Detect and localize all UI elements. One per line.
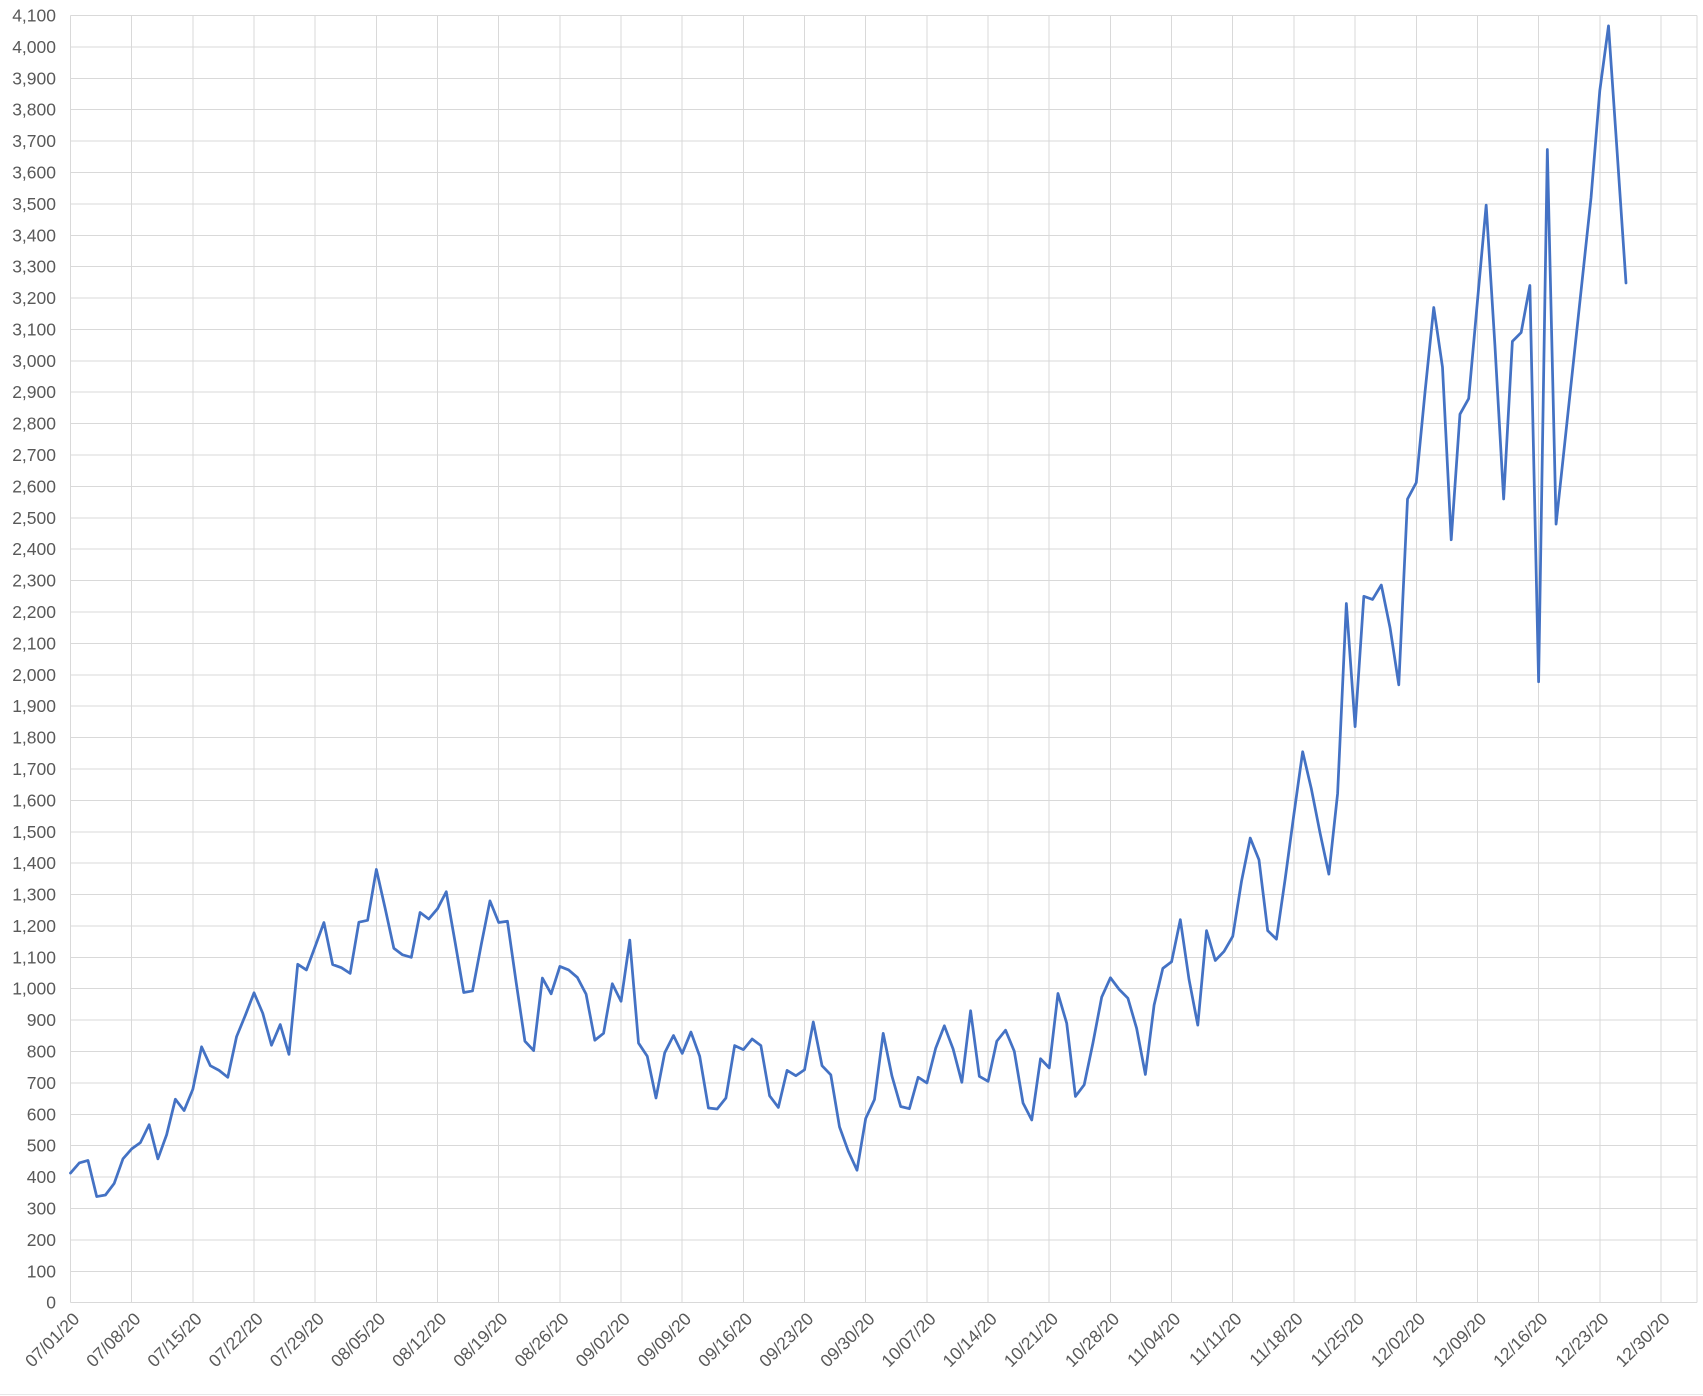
y-axis-label: 200 (27, 1230, 56, 1250)
y-axis-label: 4,100 (12, 6, 56, 26)
y-axis-label: 1,400 (12, 853, 56, 873)
y-axis-label: 2,500 (12, 508, 56, 528)
x-axis-label: 07/22/20 (205, 1309, 267, 1371)
y-axis-label: 2,000 (12, 665, 56, 685)
x-axis-label: 09/30/20 (816, 1309, 878, 1371)
y-axis-label: 400 (27, 1167, 56, 1187)
y-axis-label: 1,300 (12, 885, 56, 905)
x-axis-label: 07/15/20 (143, 1309, 205, 1371)
x-axis-label: 10/14/20 (939, 1309, 1001, 1371)
x-axis-label: 08/19/20 (449, 1309, 511, 1371)
x-axis-label: 07/29/20 (266, 1309, 328, 1371)
x-axis-label: 09/09/20 (633, 1309, 695, 1371)
x-axis-label: 09/23/20 (755, 1309, 817, 1371)
y-axis-label: 3,300 (12, 257, 56, 277)
x-axis-label: 08/26/20 (510, 1309, 572, 1371)
y-axis-label: 2,600 (12, 476, 56, 496)
y-axis-label: 1,200 (12, 916, 56, 936)
x-axis-label: 09/16/20 (694, 1309, 756, 1371)
x-axis-label: 10/28/20 (1061, 1309, 1123, 1371)
y-axis-label: 0 (46, 1293, 56, 1313)
y-axis-label: 300 (27, 1199, 56, 1219)
x-axis-label: 07/08/20 (82, 1309, 144, 1371)
y-axis-label: 2,400 (12, 539, 56, 559)
y-axis-label: 3,000 (12, 351, 56, 371)
y-axis-label: 3,900 (12, 68, 56, 88)
x-axis-label: 11/18/20 (1245, 1309, 1307, 1371)
x-axis-label: 09/02/20 (572, 1309, 634, 1371)
y-axis-label: 3,100 (12, 319, 56, 339)
y-axis-label: 2,200 (12, 602, 56, 622)
y-axis-label: 3,600 (12, 162, 56, 182)
y-axis-label: 1,600 (12, 790, 56, 810)
y-axis-label: 2,900 (12, 382, 56, 402)
x-axis-label: 11/04/20 (1123, 1309, 1185, 1371)
x-axis-label: 12/23/20 (1550, 1309, 1612, 1371)
y-axis-label: 3,200 (12, 288, 56, 308)
y-axis-label: 1,100 (12, 947, 56, 967)
y-axis-label: 1,000 (12, 979, 56, 999)
x-axis-label: 12/02/20 (1367, 1309, 1429, 1371)
y-axis-label: 2,300 (12, 571, 56, 591)
x-axis-label: 08/05/20 (327, 1309, 389, 1371)
x-axis-label: 10/07/20 (877, 1309, 939, 1371)
x-axis-label: 12/09/20 (1428, 1309, 1490, 1371)
y-axis-label: 3,500 (12, 194, 56, 214)
y-axis-label: 2,700 (12, 445, 56, 465)
y-axis-label: 1,900 (12, 696, 56, 716)
y-axis-label: 3,800 (12, 100, 56, 120)
x-axis-label: 12/30/20 (1611, 1309, 1673, 1371)
x-axis-label: 11/25/20 (1307, 1309, 1369, 1371)
y-axis-label: 3,700 (12, 131, 56, 151)
x-axis-label: 08/12/20 (388, 1309, 450, 1371)
y-axis-label: 600 (27, 1104, 56, 1124)
y-axis-label: 800 (27, 1042, 56, 1062)
y-axis-label: 1,700 (12, 759, 56, 779)
y-axis-label: 500 (27, 1136, 56, 1156)
y-axis-label: 3,400 (12, 225, 56, 245)
y-axis-label: 100 (27, 1261, 56, 1281)
x-axis-label: 07/01/20 (21, 1309, 83, 1371)
x-axis-label: 10/21/20 (1000, 1309, 1062, 1371)
y-axis-label: 1,500 (12, 822, 56, 842)
y-axis-label: 2,800 (12, 414, 56, 434)
y-axis-label: 900 (27, 1010, 56, 1030)
data-series-line (69, 24, 1628, 1198)
y-axis-label: 1,800 (12, 728, 56, 748)
y-axis-label: 2,100 (12, 633, 56, 653)
x-axis-label: 11/11/20 (1185, 1309, 1246, 1370)
y-axis-label: 4,000 (12, 37, 56, 57)
y-axis-label: 700 (27, 1073, 56, 1093)
x-axis-label: 12/16/20 (1489, 1309, 1551, 1371)
